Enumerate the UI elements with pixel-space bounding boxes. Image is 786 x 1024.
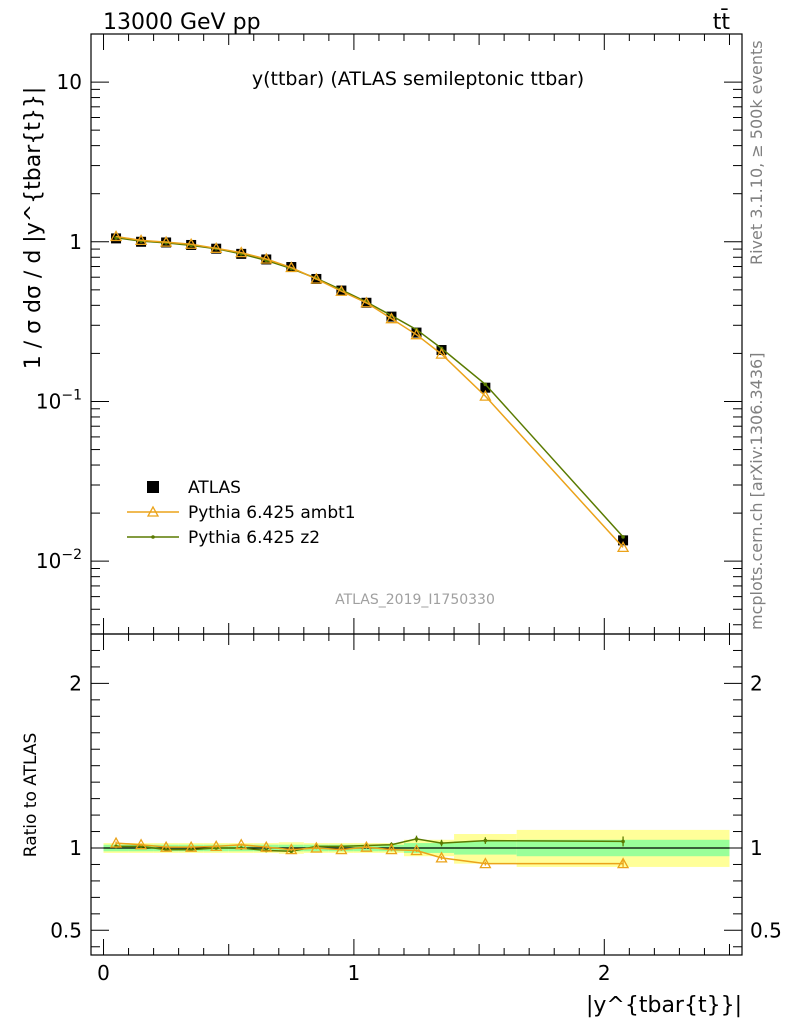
main-panel: 10−2 10−1 1 10: [36, 33, 743, 635]
ambt1-ratio-line: [115, 842, 624, 865]
ambt1-ratio-point: [310, 841, 323, 853]
ambt1-ratio-point: [134, 838, 148, 850]
ratio-ylabel: Ratio to ATLAS: [21, 733, 41, 858]
ratio-y-tick-label-right: 2: [750, 671, 763, 695]
ambt1-point: [479, 389, 492, 401]
z2-point: [483, 382, 488, 387]
legend: ATLAS Pythia 6.425 ambt1 Pythia 6.425 z2: [127, 478, 356, 548]
ambt1-point: [235, 246, 248, 258]
ambt1-point: [260, 252, 273, 264]
z2-point: [621, 535, 625, 539]
z2-ratio-point: [483, 838, 488, 843]
ambt1-point: [410, 328, 423, 340]
ratio-y-tick-label: 1: [69, 836, 82, 860]
ratio-y-tick-label-right: 1: [750, 836, 763, 860]
ratio-panel: 0 1 2 0.5 0.5 1 1 2 2: [50, 633, 782, 985]
main-y-tick-label: 10: [57, 70, 82, 94]
ratio-frame: [90, 633, 743, 956]
main-y-tick-label: 1: [69, 230, 82, 254]
legend-label: ATLAS: [188, 478, 241, 498]
ambt1-ratio-point: [435, 851, 448, 863]
x-tick-label: 2: [598, 961, 611, 985]
ambt1-ratio-point: [260, 840, 273, 852]
z2-ratio-point: [414, 837, 419, 841]
ambt1-ratio-point: [109, 836, 123, 848]
energy-label: 13000 GeV pp: [103, 10, 261, 35]
ambt1-point: [109, 230, 123, 242]
ambt1-ratio-point: [160, 840, 173, 852]
ratio-y-tick-label: 0.5: [50, 918, 82, 942]
ambt1-line: [115, 235, 624, 548]
z2-ratio-point: [621, 839, 625, 844]
legend-label: Pythia 6.425 ambt1: [188, 503, 356, 523]
main-ylabel: 1 / σ dσ / d |y^{tbar{t}}|: [21, 87, 46, 370]
mcplots-label: mcplots.cern.ch [arXiv:1306.3436]: [747, 353, 766, 630]
ambt1-ratio-point: [285, 843, 298, 855]
atlas-point: [480, 382, 491, 393]
ratio-y-tick-label: 2: [69, 671, 82, 695]
analysis-id: ATLAS_2019_I1750330: [335, 592, 495, 608]
ambt1-point: [134, 234, 148, 246]
ambt1-point: [310, 272, 323, 284]
ambt1-point: [335, 284, 348, 296]
main-y-tick-label: 10−1: [36, 387, 82, 413]
z2-ratio-point: [439, 841, 444, 845]
legend-atlas-marker: [147, 481, 159, 493]
ambt1-point: [185, 237, 198, 249]
ambt1-ratio-point: [210, 840, 223, 852]
ambt1-ratio-point: [235, 838, 248, 850]
ambt1-point: [385, 312, 398, 324]
ambt1-point: [435, 347, 448, 359]
ratio-y-tick-label-right: 0.5: [750, 918, 782, 942]
ambt1-ratio-point: [335, 843, 348, 855]
legend-label: Pythia 6.425 z2: [188, 528, 320, 548]
x-tick-label: 1: [348, 961, 361, 985]
ratio-xlabel: |y^{tbar{t}}|: [586, 993, 742, 1018]
ambt1-point: [210, 241, 223, 253]
atlas-point: [618, 535, 629, 546]
legend-ambt1-marker: [146, 505, 160, 517]
ambt1-ratio-point: [360, 840, 373, 852]
z2-ratio-point: [289, 849, 294, 854]
ambt1-point: [360, 296, 373, 308]
ambt1-point: [616, 541, 630, 553]
ambt1-ratio-point: [616, 857, 630, 869]
rivet-label: Rivet 3.1.10, ≥ 500k events: [747, 40, 766, 265]
legend-z2-marker: [151, 535, 155, 539]
ambt1-point: [160, 235, 173, 247]
ambt1-ratio-point: [385, 843, 398, 855]
ambt1-point: [285, 261, 298, 273]
main-title: y(ttbar) (ATLAS semileptonic ttbar): [252, 68, 584, 90]
process-label: tt̄: [713, 9, 731, 35]
main-y-tick-label: 10−2: [36, 547, 82, 573]
x-tick-label: 0: [97, 961, 110, 985]
ambt1-ratio-point: [410, 844, 423, 856]
ambt1-ratio-point: [185, 840, 198, 852]
atlas-point: [411, 327, 422, 338]
ambt1-ratio-point: [479, 857, 492, 869]
